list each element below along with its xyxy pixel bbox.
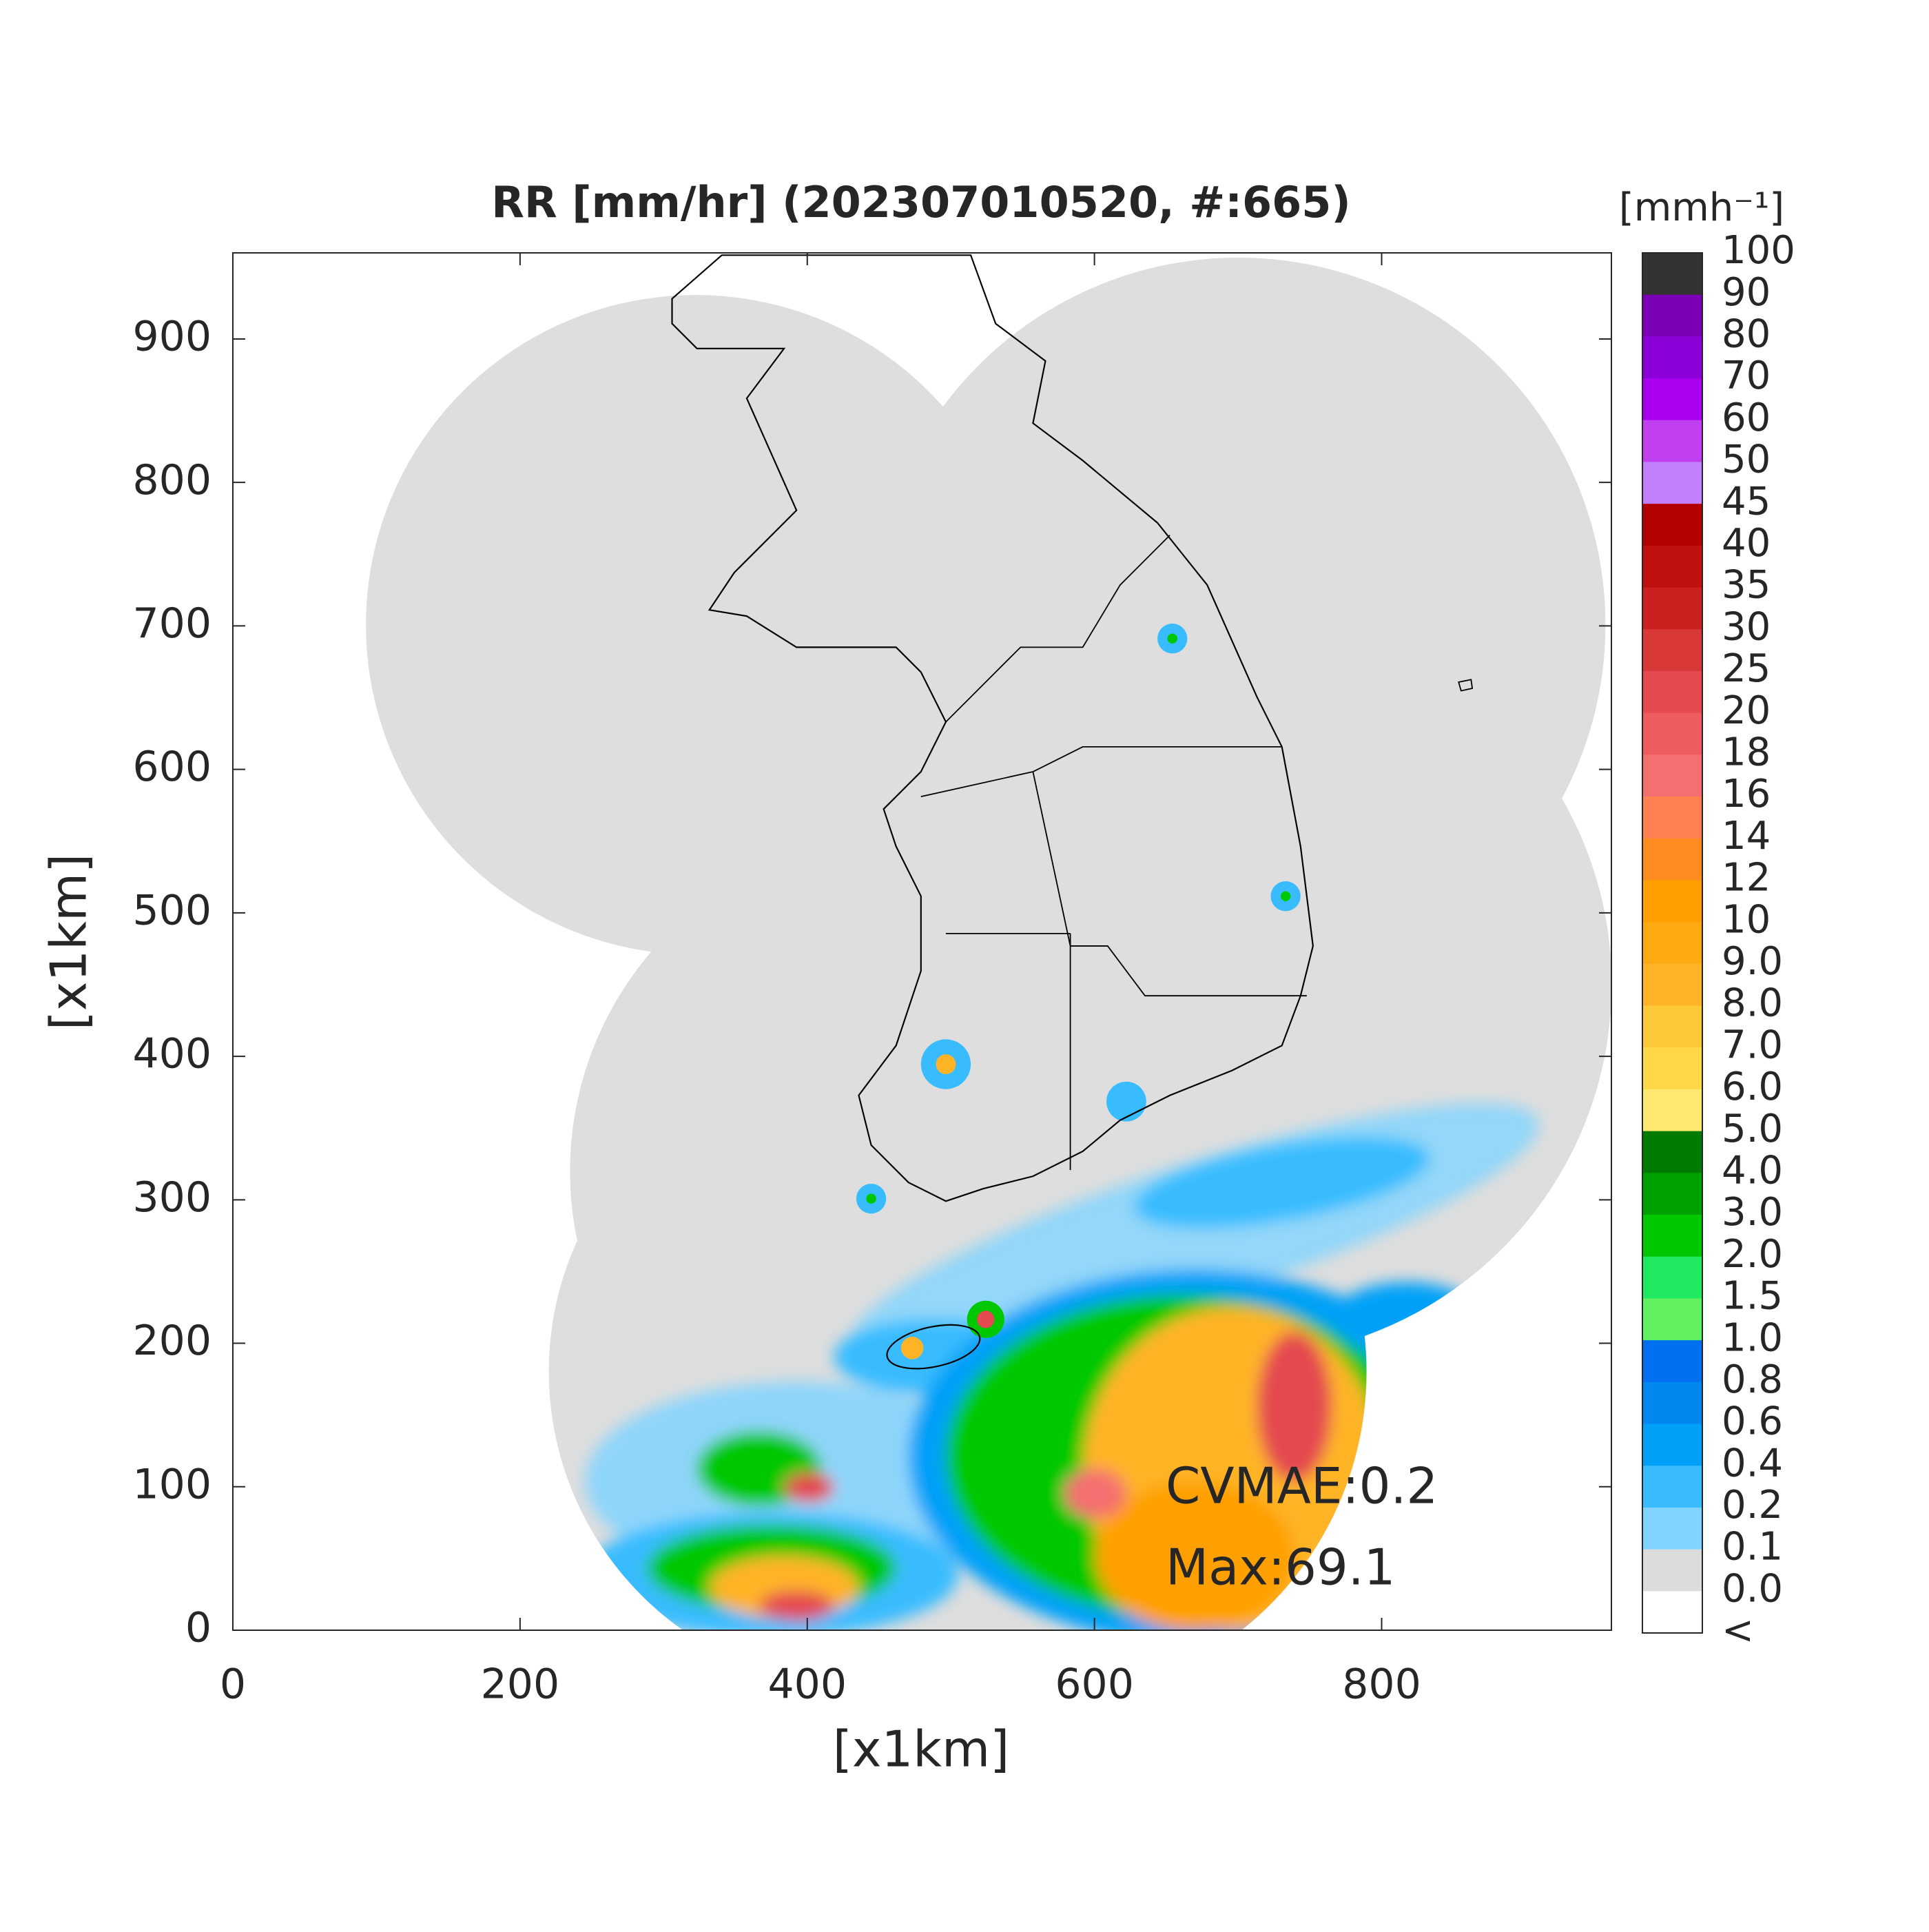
colorbar-bin (1642, 963, 1702, 1007)
x-axis-label: [x1km] (833, 1720, 1009, 1778)
colorbar-bin (1642, 670, 1702, 714)
colorbar-bin (1642, 336, 1702, 379)
x-tick-label: 200 (481, 1661, 560, 1709)
y-tick-label: 300 (132, 1173, 212, 1222)
colorbar-label: 25 (1722, 646, 1771, 691)
colorbar-bin (1642, 504, 1702, 546)
colorbar-label: 0.6 (1722, 1399, 1783, 1444)
x-tick-label: 600 (1055, 1661, 1134, 1709)
colorbar-label: 50 (1722, 438, 1771, 482)
y-tick-label: 200 (132, 1317, 212, 1365)
y-tick-label: 0 (185, 1604, 212, 1652)
colorbar-label: 20 (1722, 688, 1771, 733)
y-tick-label: 700 (132, 599, 212, 648)
colorbar-bin (1642, 838, 1702, 881)
colorbar-label: 0.4 (1722, 1441, 1783, 1486)
colorbar-bin (1642, 1424, 1702, 1466)
colorbar-bin (1642, 1173, 1702, 1215)
colorbar-bin (1642, 1381, 1702, 1425)
colorbar-label: 18 (1722, 730, 1771, 775)
colorbar-bin (1642, 1340, 1702, 1383)
colorbar-label: 35 (1722, 563, 1771, 608)
colorbar-bin (1642, 462, 1702, 504)
y-tick-label: 500 (132, 886, 212, 934)
colorbar-label: 16 (1722, 772, 1771, 816)
annotation: Max:69.1 (1166, 1539, 1395, 1596)
jeju-island (886, 1324, 981, 1370)
colorbar-label: 14 (1722, 814, 1771, 859)
colorbar-frame (1642, 252, 1703, 1634)
colorbar-bin (1642, 1298, 1702, 1341)
colorbar-label: 2.0 (1722, 1232, 1783, 1277)
colorbar-label: 9.0 (1722, 939, 1783, 984)
colorbar-unit: [mmh⁻¹] (1619, 185, 1784, 230)
colorbar-label: 0.1 (1722, 1525, 1783, 1570)
x-tick-label: 800 (1342, 1661, 1421, 1709)
colorbar-bin (1642, 922, 1702, 965)
colorbar-label: 8.0 (1722, 981, 1783, 1026)
colorbar-bin (1642, 587, 1702, 630)
colorbar-bin (1642, 1047, 1702, 1090)
coastline (671, 254, 1314, 1202)
colorbar-label: 90 (1722, 270, 1771, 315)
y-tick-label: 900 (132, 313, 212, 361)
colorbar-label: < (1722, 1608, 1754, 1653)
colorbar-bin (1642, 545, 1702, 588)
province-border (920, 535, 1307, 1171)
colorbar-label: 100 (1722, 228, 1795, 273)
y-tick-label: 600 (132, 743, 212, 791)
radar-echo (856, 624, 1301, 1359)
x-tick-label: 400 (767, 1661, 847, 1709)
colorbar-bin (1642, 294, 1702, 337)
colorbar-label: 70 (1722, 353, 1771, 398)
chart-title: RR [mm/hr] (202307010520, #:665) (491, 177, 1351, 227)
colorbar-label: 6.0 (1722, 1065, 1783, 1109)
colorbar-bin (1642, 1089, 1702, 1132)
plot-frame (232, 252, 1612, 1631)
x-tick-label: 0 (220, 1661, 246, 1709)
colorbar-label: 4.0 (1722, 1148, 1783, 1193)
colorbar-bin (1642, 1005, 1702, 1048)
colorbar-label: 0.8 (1722, 1357, 1783, 1402)
colorbar-label: 0.2 (1722, 1483, 1783, 1528)
ulleung-island (1458, 679, 1474, 692)
y-tick-label: 800 (132, 456, 212, 504)
colorbar-label: 12 (1722, 856, 1771, 901)
colorbar-label: 5.0 (1722, 1107, 1783, 1151)
colorbar-bin (1642, 253, 1702, 296)
colorbar-bin (1642, 629, 1702, 672)
annotation: CVMAE:0.2 (1166, 1457, 1438, 1515)
colorbar-bin (1642, 880, 1702, 923)
y-tick-label: 100 (132, 1460, 212, 1508)
colorbar-bin (1642, 1256, 1702, 1299)
y-axis-label: [x1km] (40, 854, 98, 1030)
colorbar-bin (1642, 378, 1702, 421)
colorbar-bin (1642, 1591, 1702, 1634)
colorbar-label: 80 (1722, 312, 1771, 357)
colorbar-label: 1.5 (1722, 1274, 1783, 1319)
colorbar-label: 40 (1722, 521, 1771, 566)
colorbar-bin (1642, 420, 1702, 462)
colorbar-bin (1642, 1131, 1702, 1173)
colorbar-bin (1642, 1507, 1702, 1550)
colorbar-label: 0.0 (1722, 1566, 1783, 1611)
y-tick-label: 400 (132, 1030, 212, 1078)
colorbar-label: 3.0 (1722, 1190, 1783, 1235)
colorbar-label: 10 (1722, 897, 1771, 942)
colorbar-label: 45 (1722, 479, 1771, 524)
colorbar-bin (1642, 1549, 1702, 1592)
colorbar-label: 60 (1722, 395, 1771, 440)
colorbar-bin (1642, 797, 1702, 839)
colorbar-label: 1.0 (1722, 1315, 1783, 1360)
colorbar-bin (1642, 1466, 1702, 1508)
colorbar-label: 7.0 (1722, 1022, 1783, 1067)
colorbar-bin (1642, 712, 1702, 755)
colorbar-bin (1642, 754, 1702, 797)
colorbar-label: 30 (1722, 604, 1771, 649)
colorbar-bin (1642, 1215, 1702, 1257)
